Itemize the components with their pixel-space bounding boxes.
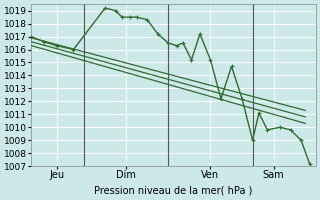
X-axis label: Pression niveau de la mer( hPa ): Pression niveau de la mer( hPa ) [94, 186, 253, 196]
